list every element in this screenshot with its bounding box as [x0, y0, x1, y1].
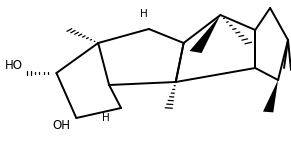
Polygon shape — [263, 80, 278, 112]
Text: OH: OH — [52, 119, 70, 132]
Text: H: H — [140, 9, 148, 19]
Text: H: H — [102, 113, 109, 123]
Text: HO: HO — [5, 59, 23, 72]
Polygon shape — [189, 15, 220, 53]
